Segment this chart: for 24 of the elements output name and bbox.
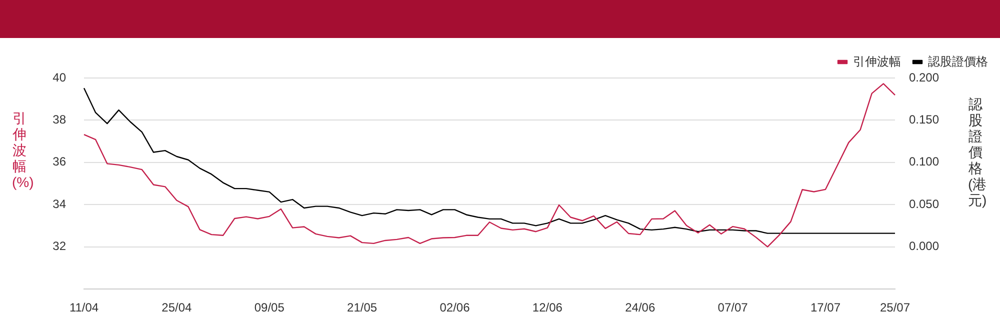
y2-tick-label: 0.200 — [909, 70, 940, 84]
x-tick-label: 25/04 — [162, 300, 192, 315]
y-axis-title: 引伸波幅 (%) — [12, 110, 34, 190]
x-tick-label: 09/05 — [254, 300, 285, 315]
x-tick-label: 17/07 — [810, 300, 841, 315]
y-tick-label: 34 — [52, 196, 66, 211]
x-tick-label: 12/06 — [532, 300, 563, 315]
y2-tick-label: 0.100 — [909, 154, 940, 169]
y2-tick-label: 0.000 — [909, 239, 940, 254]
x-tick-label: 21/05 — [347, 300, 378, 315]
legend-label: 引伸波幅 — [853, 54, 901, 68]
y2-tick-label: 0.150 — [909, 112, 940, 127]
y-tick-label: 40 — [52, 70, 66, 84]
x-tick-label: 07/07 — [718, 300, 748, 315]
x-tick-label: 24/06 — [625, 300, 656, 315]
y-tick-label: 32 — [52, 239, 66, 254]
x-tick-label: 02/06 — [440, 300, 470, 315]
legend-label: 認股證價格 — [928, 54, 988, 68]
y-tick-label: 36 — [52, 154, 66, 169]
x-tick-label: 11/04 — [69, 300, 99, 315]
y-tick-label: 38 — [52, 112, 66, 127]
y2-tick-label: 0.050 — [909, 196, 940, 211]
x-tick-label: 25/07 — [880, 300, 910, 315]
y2-axis-title: 認股證價格 (港元) — [968, 96, 987, 208]
